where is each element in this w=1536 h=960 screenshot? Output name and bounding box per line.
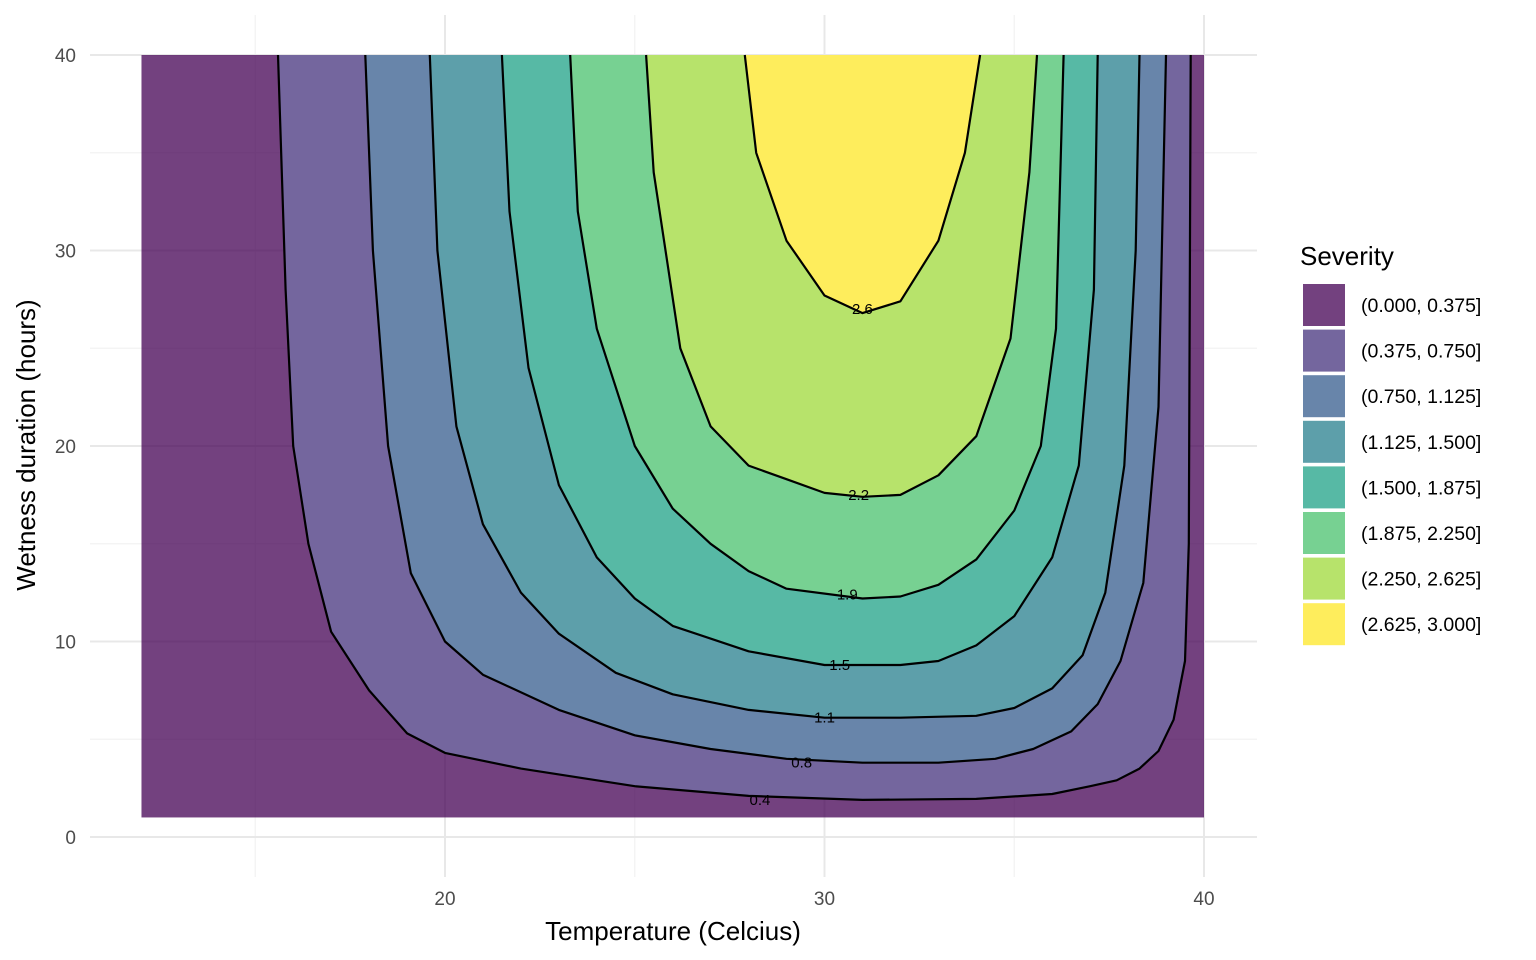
x-tick-label: 30 [814, 889, 835, 910]
legend-item: (0.000, 0.375] [1303, 284, 1481, 326]
legend-label: (0.000, 0.375] [1361, 295, 1481, 317]
contour-labels: 0.4 0.8 1.1 1.5 1.9 2.2 2.6 [750, 301, 873, 809]
legend-label: (1.875, 2.250] [1361, 523, 1481, 545]
legend-label: (0.750, 1.125] [1361, 386, 1481, 408]
contour-label: 2.2 [848, 487, 869, 504]
contour-line-1.1 [428, 54, 1141, 719]
legend-item: (2.250, 2.625] [1303, 557, 1481, 600]
legend-label: (0.375, 0.750] [1361, 341, 1481, 363]
x-tick-label: 20 [434, 889, 455, 910]
contour-line-1.9 [569, 54, 1065, 600]
contour-label: 1.9 [837, 587, 858, 604]
contour-label: 1.5 [829, 657, 850, 674]
x-tick-label: 40 [1193, 889, 1214, 910]
contour-line-0.4 [276, 54, 1192, 801]
legend-swatch [1303, 512, 1345, 554]
legend-item: (0.375, 0.750] [1303, 329, 1481, 372]
contour-line-2.6 [743, 54, 982, 315]
contour-line-2.2 [645, 54, 1039, 498]
x-axis-title: Temperature (Celcius) [545, 916, 801, 946]
legend: Severity (0.000, 0.375] (0.375, 0.750] (0.… [1300, 241, 1481, 646]
contour-label: 0.8 [791, 755, 812, 772]
legend-item: (1.875, 2.250] [1303, 512, 1481, 554]
legend-item: (0.750, 1.125] [1303, 375, 1481, 418]
legend-item: (1.125, 1.500] [1303, 420, 1481, 463]
legend-title: Severity [1300, 241, 1394, 271]
legend-swatch [1303, 284, 1345, 326]
contour-label: 0.4 [750, 792, 771, 809]
legend-swatch [1303, 466, 1345, 509]
severity-fill-regions [141, 55, 1204, 818]
legend-label: (1.500, 1.875] [1361, 477, 1481, 499]
legend-item: (2.625, 3.000] [1303, 603, 1481, 646]
axis-ticks: 20 30 40 0 10 20 30 40 [55, 46, 1215, 910]
y-tick-label: 0 [65, 828, 76, 849]
legend-label: (1.125, 1.500] [1361, 432, 1481, 454]
y-tick-label: 10 [55, 633, 76, 654]
y-tick-label: 30 [55, 242, 76, 263]
legend-swatch [1303, 557, 1345, 600]
legend-swatch [1303, 603, 1345, 646]
legend-label: (2.625, 3.000] [1361, 614, 1481, 636]
contour-line-0.8 [364, 54, 1168, 764]
legend-label: (2.250, 2.625] [1361, 569, 1481, 591]
legend-item: (1.500, 1.875] [1303, 466, 1481, 509]
contour-label: 2.6 [852, 301, 873, 318]
contour-line-1.5 [500, 54, 1099, 667]
y-tick-label: 20 [55, 437, 76, 458]
legend-swatch [1303, 375, 1345, 418]
contour-label: 1.1 [814, 710, 835, 727]
severity-band-7 [744, 55, 981, 314]
contour-lines [276, 54, 1192, 801]
legend-swatch [1303, 420, 1345, 463]
y-tick-label: 40 [55, 46, 76, 67]
legend-swatch [1303, 329, 1345, 372]
y-axis-title: Wetness duration (hours) [11, 299, 41, 590]
